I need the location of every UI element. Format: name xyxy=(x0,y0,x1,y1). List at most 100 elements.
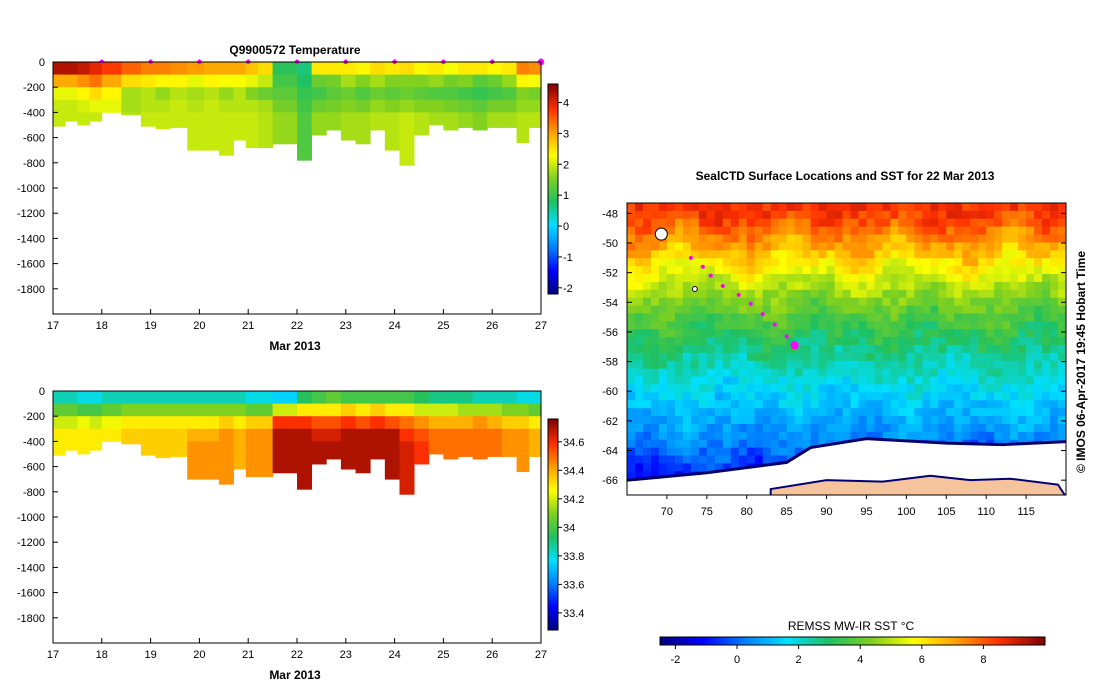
sst-cell xyxy=(1002,203,1011,212)
sst-cell xyxy=(666,376,676,386)
sst-cell xyxy=(938,360,947,370)
sst-cell xyxy=(922,423,931,433)
sst-cell xyxy=(1026,384,1035,394)
sst-cell xyxy=(627,431,636,441)
sst-cell xyxy=(818,337,828,346)
profile-cell xyxy=(89,416,103,430)
profile-cell xyxy=(414,428,430,442)
sst-cell xyxy=(898,345,907,354)
profile-cell xyxy=(458,112,474,128)
sst-cell xyxy=(1002,384,1011,394)
sst-cell xyxy=(754,447,764,457)
sst-colorbar-tick-label: 0 xyxy=(734,654,740,666)
sst-cell xyxy=(850,360,860,370)
sst-cell xyxy=(794,384,804,394)
sst-cell xyxy=(1018,345,1027,354)
sst-cell xyxy=(658,313,668,322)
sst-cell xyxy=(1050,266,1059,275)
profile-cell xyxy=(65,112,78,122)
sst-cell xyxy=(986,376,995,386)
profile-cell xyxy=(428,62,444,75)
sst-cell xyxy=(882,360,891,370)
sst-cell xyxy=(698,266,708,275)
sst-cell xyxy=(650,384,660,394)
sst-cell xyxy=(786,203,796,212)
profile-cell xyxy=(245,87,259,101)
sst-cell xyxy=(634,234,644,244)
sst-cell xyxy=(754,210,764,220)
sst-cell xyxy=(682,313,692,322)
sst-cell xyxy=(642,266,652,275)
y-tick-label: 0 xyxy=(39,386,45,398)
profile-cell xyxy=(204,74,220,88)
profile-cell xyxy=(155,403,171,417)
sst-cell xyxy=(794,203,804,212)
sst-cell xyxy=(706,203,716,212)
sst-cell xyxy=(834,321,844,330)
sst-cell xyxy=(962,210,971,220)
profile-cell xyxy=(370,99,386,113)
sst-cell xyxy=(1034,360,1043,370)
sst-cell xyxy=(994,329,1003,338)
sst-cell xyxy=(882,376,891,386)
sst-cell xyxy=(866,431,876,441)
sst-cell xyxy=(882,266,891,275)
sst-cell xyxy=(890,274,899,283)
sst-cell xyxy=(762,400,772,409)
sst-cell xyxy=(722,352,732,362)
sst-cell xyxy=(1010,431,1019,441)
sst-cell xyxy=(842,416,852,425)
sst-cell xyxy=(898,313,907,322)
sst-cell xyxy=(850,234,860,244)
sst-cell xyxy=(634,242,644,251)
sst-cell xyxy=(634,258,644,267)
sst-cell xyxy=(666,431,676,441)
sst-cell xyxy=(1058,337,1066,346)
sst-cell xyxy=(746,431,756,441)
sst-cell xyxy=(882,258,891,267)
sst-cell xyxy=(906,337,915,346)
sst-cell xyxy=(642,218,652,228)
profile-cell xyxy=(428,112,444,126)
sst-cell xyxy=(962,376,971,386)
profile-cell xyxy=(516,62,530,75)
sst-cell xyxy=(810,313,820,322)
sst-cell xyxy=(914,416,923,425)
sst-cell xyxy=(850,281,860,291)
profile-cell xyxy=(257,99,273,113)
sst-cell xyxy=(698,360,708,370)
sst-cell xyxy=(938,210,947,220)
sst-cell xyxy=(682,384,692,394)
sst-cell xyxy=(746,400,756,409)
profile-cell xyxy=(272,99,298,113)
sst-cell xyxy=(698,297,708,307)
sst-cell xyxy=(1058,250,1066,259)
profile-cell xyxy=(487,391,503,404)
sst-cell xyxy=(1026,360,1035,370)
profile-cell xyxy=(121,441,142,445)
profile-cell xyxy=(384,441,400,480)
profile-cell xyxy=(101,428,122,442)
profile-cell xyxy=(472,441,488,460)
profile-cell xyxy=(428,416,444,430)
profile-cell xyxy=(297,441,313,490)
sst-cell xyxy=(1050,416,1059,425)
profile-cell xyxy=(370,403,386,417)
sst-cell xyxy=(962,218,971,228)
profile-cell xyxy=(384,62,400,75)
sst-cell xyxy=(866,266,876,275)
sst-cell xyxy=(658,416,668,425)
sst-cell xyxy=(706,266,716,275)
sst-cell xyxy=(1050,384,1059,394)
sst-cell xyxy=(954,210,963,220)
sst-cell xyxy=(650,368,660,378)
x-tick-label: 25 xyxy=(437,320,449,332)
sst-cell xyxy=(786,313,796,322)
sst-cell xyxy=(818,281,828,291)
sst-cell xyxy=(842,250,852,259)
sst-cell xyxy=(1018,368,1027,378)
sst-cell xyxy=(946,242,955,251)
sst-cell xyxy=(690,234,700,244)
sst-cell xyxy=(690,416,700,425)
sst-cell xyxy=(650,297,660,307)
